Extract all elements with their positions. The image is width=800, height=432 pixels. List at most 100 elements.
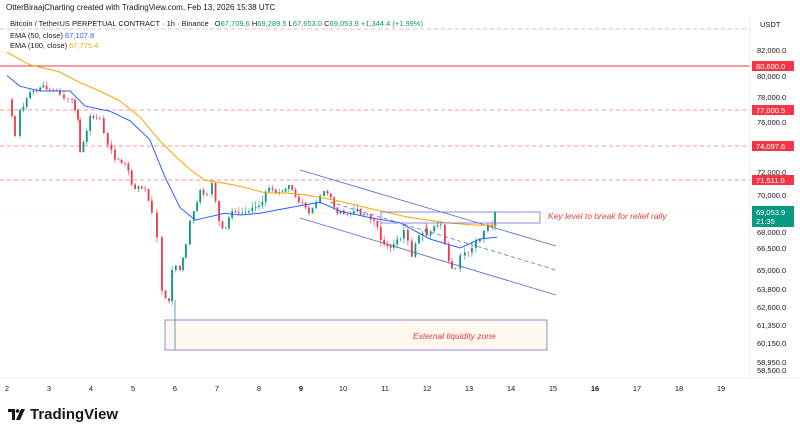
price-tick-label: 80,000.0 — [757, 72, 786, 81]
price-chart[interactable]: External liquidity zone Key level to bre… — [0, 0, 800, 400]
ema50-line — [6, 75, 498, 249]
candle-body — [373, 219, 375, 221]
candle-body — [82, 141, 85, 153]
candle-body — [363, 214, 365, 216]
candle-body — [134, 184, 136, 190]
candle-body — [268, 188, 270, 192]
candle-body — [454, 268, 457, 270]
candle-body — [234, 211, 237, 213]
candle-body — [392, 244, 395, 248]
candle-body — [164, 290, 167, 299]
level-price-label: 71,511.0 — [756, 176, 785, 185]
candle-body — [206, 194, 208, 195]
candle-body — [137, 186, 140, 190]
candle-body — [161, 237, 163, 291]
candle-body — [144, 188, 147, 190]
ema100-legend[interactable]: EMA (100, close) 67,775.4 — [10, 41, 98, 50]
candle-body — [436, 225, 439, 227]
tradingview-brand: TradingView — [30, 406, 119, 423]
candle-body — [483, 230, 485, 239]
candle-body — [114, 149, 116, 160]
attribution: OtterBiraajCharting created with Trading… — [6, 3, 276, 12]
last-price-value: 69,053.9 — [756, 208, 785, 217]
candle-body — [124, 163, 126, 164]
price-tick-label: 82,000.0 — [757, 46, 786, 55]
candle-body — [399, 238, 402, 240]
level-price-label: 80,600.0 — [756, 62, 785, 71]
candle-body — [323, 191, 325, 196]
high-label: H — [251, 19, 258, 28]
candle-body — [258, 205, 260, 208]
candle-body — [308, 207, 310, 214]
candle-body — [294, 189, 297, 197]
candle-body — [271, 188, 274, 190]
candle-body — [189, 220, 191, 245]
candle-body — [369, 214, 372, 220]
candle-body — [244, 212, 247, 213]
candle-body — [130, 170, 133, 185]
candle-body — [106, 133, 109, 145]
symbol-legend: Bitcoin / TetherUS PERPETUAL CONTRACT · … — [10, 19, 423, 28]
candle-body — [55, 90, 58, 91]
candle-body — [98, 117, 101, 119]
candle-body — [63, 94, 65, 99]
ema100-value: 67,775.4 — [69, 41, 99, 50]
candle-body — [202, 190, 205, 195]
candle-body — [346, 214, 349, 215]
candle-body — [459, 255, 462, 269]
candle-body — [463, 252, 466, 256]
candle-body — [443, 224, 446, 245]
ema100-label: EMA (100, close) — [10, 41, 68, 50]
candle-body — [218, 200, 220, 221]
open-label: O — [214, 19, 221, 28]
symbol-title[interactable]: Bitcoin / TetherUS PERPETUAL CONTRACT · … — [10, 19, 209, 28]
candle-body — [211, 183, 213, 195]
candle-body — [92, 116, 95, 118]
time-tick-label: 3 — [47, 384, 51, 393]
time-tick-label: 12 — [423, 384, 431, 393]
channel-mid-line[interactable] — [329, 201, 557, 271]
candle-body — [339, 210, 342, 214]
time-tick-label: 2 — [5, 384, 9, 393]
liquidity-zone-box[interactable] — [164, 319, 548, 351]
candle-body — [291, 185, 294, 190]
candle-body — [315, 202, 318, 208]
candle-body — [120, 159, 123, 164]
candle-body — [241, 212, 244, 214]
liquidity-zone-label: External liquidity zone — [413, 331, 496, 341]
ema50-legend[interactable]: EMA (50, close) 67,107.8 — [10, 31, 94, 40]
candle-body — [447, 244, 450, 262]
tradingview-logo[interactable]: TradingView — [8, 406, 118, 423]
price-tick-label: 70,000.0 — [757, 191, 786, 200]
candle-body — [311, 207, 314, 214]
key-level-box[interactable] — [380, 211, 541, 224]
candle-body — [11, 99, 13, 116]
candle-body — [333, 197, 336, 208]
candle-body — [261, 201, 264, 206]
candle-body — [356, 208, 359, 212]
candle-body — [171, 270, 173, 301]
candle-body — [406, 230, 409, 241]
high-value: 69,289.5 — [257, 19, 287, 28]
time-tick-label: 17 — [633, 384, 641, 393]
channel-upper-line[interactable] — [299, 169, 557, 247]
candle-body — [237, 212, 240, 214]
candle-body — [353, 211, 355, 214]
ema50-label: EMA (50, close) — [10, 31, 63, 40]
candle-body — [281, 191, 284, 193]
time-tick-label: 5 — [131, 384, 135, 393]
low-label: L — [288, 19, 293, 28]
candle-body — [182, 257, 184, 270]
candle-body — [117, 159, 120, 161]
candle-body — [298, 196, 300, 203]
candle-body — [110, 144, 113, 150]
candle-body — [284, 188, 287, 192]
candle-body — [319, 195, 322, 203]
key-level-label: Key level to break for relief rally — [548, 211, 667, 221]
candle-body — [451, 261, 453, 269]
close-label: C — [324, 19, 330, 28]
candle-body — [421, 233, 424, 236]
candle-body — [224, 228, 227, 229]
channel-lower-line[interactable] — [299, 217, 557, 296]
candle-body — [471, 248, 473, 253]
